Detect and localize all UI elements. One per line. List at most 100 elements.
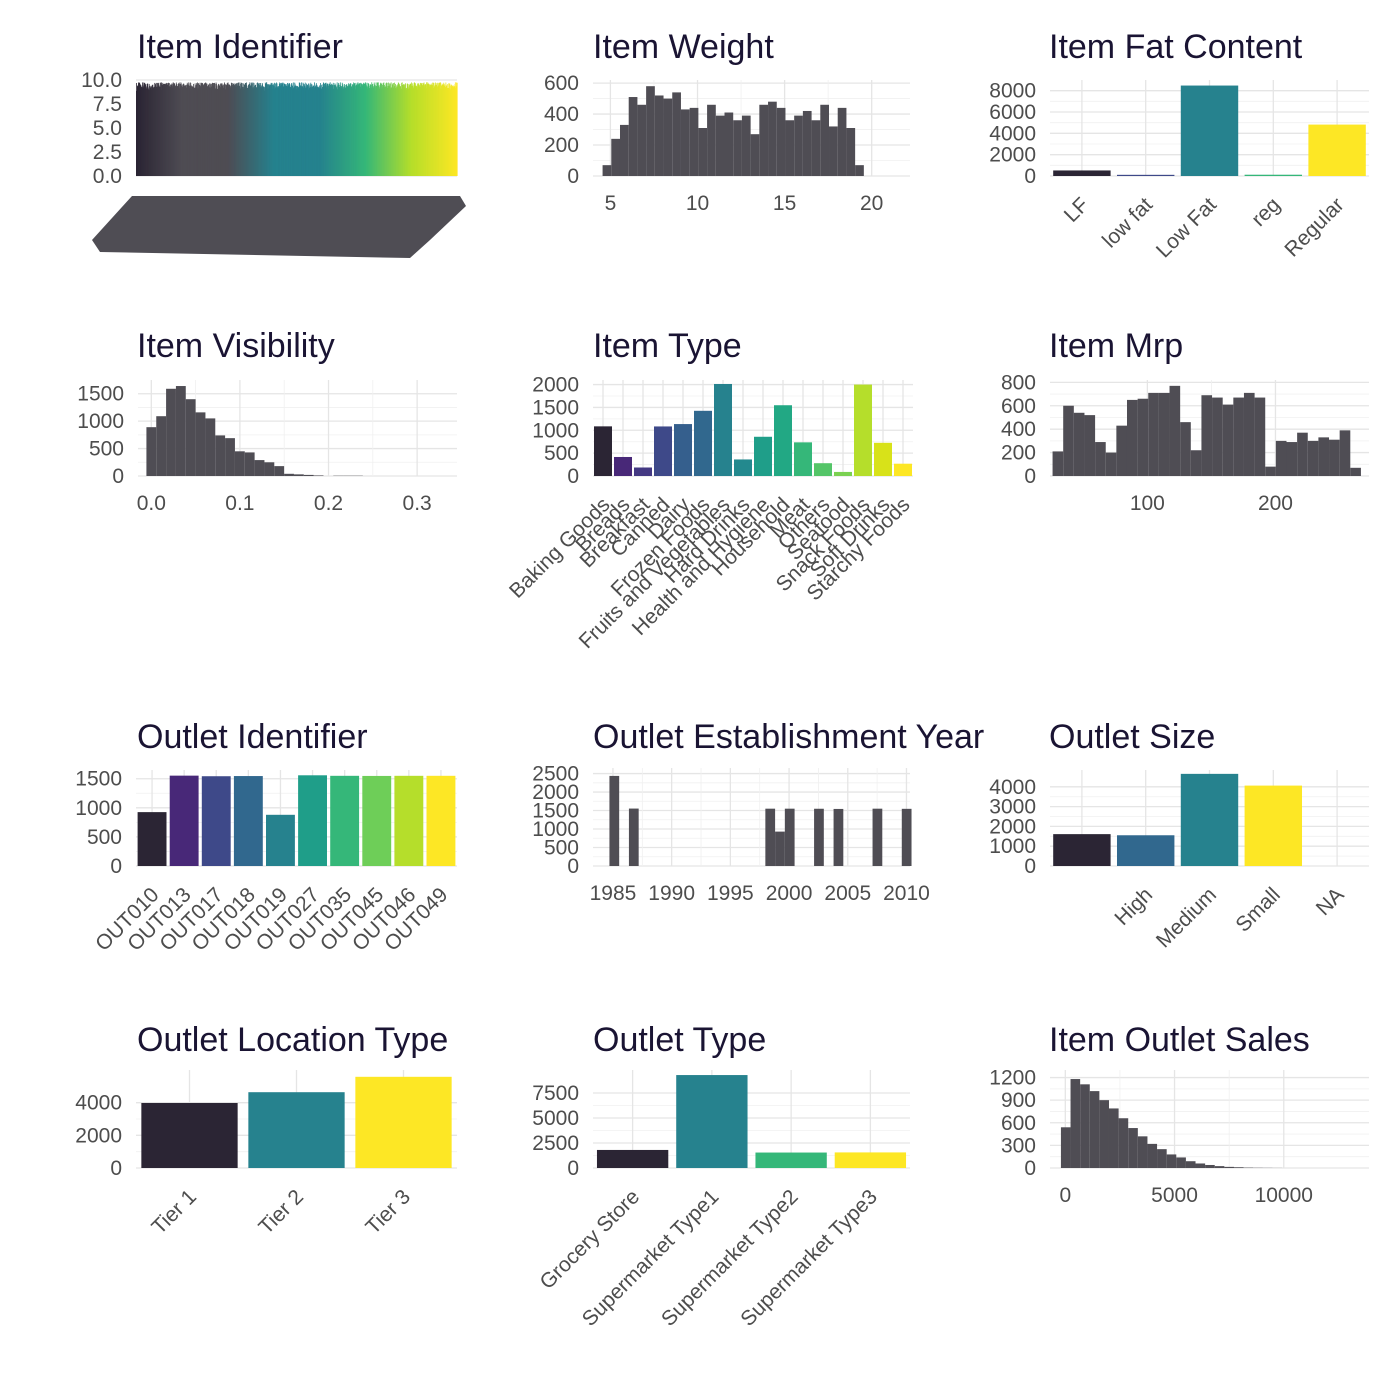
histogram-bin — [175, 386, 186, 476]
outlet-size-title: Outlet Size — [1049, 718, 1215, 756]
bar — [754, 436, 772, 476]
histogram-bin — [1080, 1084, 1090, 1168]
histogram-bin — [215, 435, 226, 476]
y-tick-label: 200 — [544, 134, 579, 157]
item-mrp-title: Item Mrp — [1049, 327, 1183, 365]
histogram-bin — [1212, 397, 1223, 476]
bar — [169, 775, 199, 866]
x-tick-label: 200 — [1258, 492, 1293, 515]
histogram-bin — [820, 104, 830, 176]
bar — [141, 1102, 238, 1168]
bar — [1244, 785, 1303, 866]
histogram-bin — [1070, 1079, 1081, 1168]
histogram-bin — [1233, 1167, 1244, 1168]
x-tick-label: 2010 — [883, 882, 930, 905]
histogram-bin — [733, 120, 742, 176]
y-tick-label: 0 — [567, 165, 579, 188]
bar — [201, 776, 231, 866]
bar — [362, 775, 392, 866]
histogram-bin — [1205, 1164, 1215, 1168]
outlet-location-type-title: Outlet Location Type — [137, 1021, 448, 1059]
histogram-bin — [1084, 415, 1096, 476]
x-tick-label: 0.2 — [314, 492, 343, 515]
histogram-bin — [293, 474, 304, 476]
y-tick-label: 1000 — [989, 835, 1036, 858]
histogram-bin — [619, 124, 629, 176]
histogram-bin — [802, 110, 812, 176]
y-tick-label: 0 — [567, 855, 579, 878]
item-weight-title: Item Weight — [593, 28, 774, 66]
y-tick-label: 0 — [110, 855, 122, 878]
y-tick-label: 1500 — [532, 800, 579, 823]
y-tick-label: 0 — [1024, 855, 1036, 878]
x-tick-label: LF — [1060, 193, 1094, 227]
histogram-bin — [609, 775, 620, 866]
histogram-bin — [1222, 404, 1234, 476]
y-tick-label: 0 — [567, 1157, 579, 1180]
histogram-bin — [1339, 430, 1351, 476]
histogram-bin — [611, 138, 620, 176]
histogram-bin — [776, 107, 786, 176]
histogram-bin — [185, 399, 196, 476]
histogram-bin — [264, 462, 275, 476]
y-tick-label: 600 — [1001, 395, 1036, 418]
outlet-location-type-panel: Outlet Location Type 0 2000 4000 Tier 1 Tier … — [75, 1021, 457, 1239]
bar — [426, 775, 456, 866]
y-tick-label: 5000 — [532, 1107, 579, 1130]
histogram-bin — [1099, 1100, 1109, 1168]
histogram-bin — [1275, 440, 1287, 476]
histogram-bin — [303, 474, 314, 476]
histogram-bin — [1157, 1149, 1167, 1168]
y-tick-label: 600 — [1001, 1112, 1036, 1135]
y-tick-label: 0 — [110, 1157, 122, 1180]
histogram-bin — [1148, 392, 1159, 476]
y-tick-label: 8000 — [989, 80, 1036, 103]
histogram-bin — [1318, 437, 1330, 476]
y-tick-label: 2000 — [989, 815, 1036, 838]
histogram-bin — [146, 427, 157, 476]
histogram-bin — [1350, 467, 1361, 476]
histogram-bin — [855, 165, 864, 176]
x-tick-label: 0.3 — [403, 492, 432, 515]
x-tick-label: Medium — [1152, 883, 1221, 952]
x-tick-label: 10 — [686, 192, 709, 215]
x-tick-label: 0.1 — [225, 492, 254, 515]
histogram-bin — [1243, 392, 1255, 476]
bar — [266, 814, 295, 866]
item-outlet-sales-title: Item Outlet Sales — [1049, 1021, 1310, 1059]
y-tick-label: 800 — [1001, 371, 1036, 394]
histogram-bin — [1095, 442, 1106, 476]
item-weight-panel: Item Weight 0 200 400 600 5 10 15 20 — [544, 28, 910, 215]
bar — [694, 410, 712, 476]
histogram-bin — [1214, 1166, 1225, 1168]
bar — [614, 456, 632, 476]
y-tick-label: 1500 — [532, 396, 579, 419]
histogram-bin — [1108, 1108, 1119, 1168]
x-tick-label: Tier 1 — [147, 1185, 201, 1239]
histogram-bin — [698, 128, 708, 176]
bar — [834, 1152, 907, 1168]
x-tick-label: Tier 3 — [361, 1185, 415, 1239]
histogram-bin — [156, 416, 167, 476]
bar — [1116, 835, 1175, 866]
histogram-bin — [628, 97, 638, 176]
y-tick-label: 1000 — [532, 419, 579, 442]
bar — [298, 775, 327, 866]
histogram-bin — [833, 808, 844, 866]
bar — [834, 471, 852, 476]
y-tick-label: 1200 — [989, 1067, 1036, 1090]
histogram-bin — [1105, 452, 1117, 476]
y-tick-label: 0 — [112, 465, 124, 488]
histogram-bin — [829, 126, 838, 176]
y-tick-label: 7.5 — [93, 93, 122, 116]
histogram-bin — [1118, 1118, 1129, 1168]
y-tick-label: 300 — [1001, 1134, 1036, 1157]
histogram-bin — [1190, 450, 1202, 476]
bar — [854, 384, 872, 476]
histogram-bin — [1201, 395, 1213, 476]
histogram-bin — [846, 128, 856, 176]
